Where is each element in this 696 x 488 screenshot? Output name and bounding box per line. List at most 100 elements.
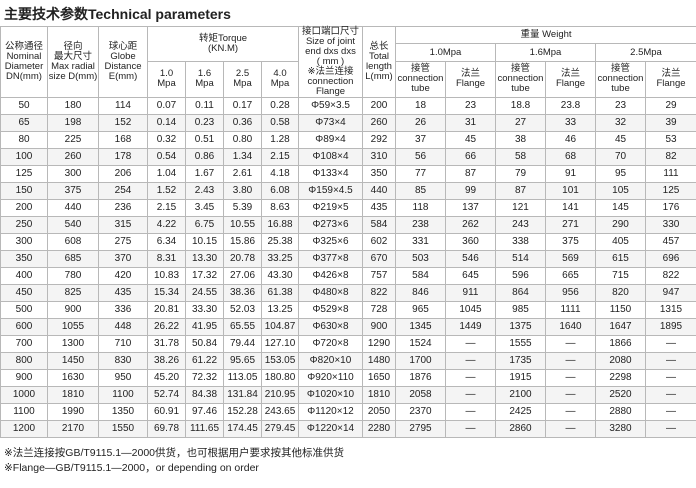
table-cell: 275 (98, 233, 148, 251)
table-row: 400 780 420 10.83 17.32 27.06 43.30 Φ426×8 757 58… (0, 267, 696, 285)
table-cell: 947 (644, 284, 696, 302)
table-cell: 900 (47, 301, 99, 319)
table-cell: 39 (644, 114, 696, 132)
table-cell: 375 (545, 233, 596, 251)
table-cell: 174.45 (223, 420, 262, 438)
table-cell: 200 (0, 199, 48, 217)
table-cell: 33.25 (261, 250, 299, 268)
table-cell: — (644, 386, 696, 404)
table-cell: 20.81 (147, 301, 186, 319)
table-cell: 65.55 (223, 318, 262, 336)
header-line: L(mm) (365, 71, 393, 82)
table-cell: 200 (362, 97, 396, 115)
notes: ※法兰连接按GB/T9115.1—2000供货，也可根据用户要求按其他标准供货 … (4, 446, 344, 476)
table-cell: 1810 (47, 386, 99, 404)
table-cell: 700 (0, 335, 48, 353)
header-line: Flange (315, 86, 346, 97)
table-cell: 1150 (595, 301, 646, 319)
table-cell: 1524 (395, 335, 446, 353)
table-cell: 79 (495, 165, 546, 183)
table-cell: 5.39 (223, 199, 262, 217)
table-cell: 435 (362, 199, 396, 217)
header-line: 接管 (510, 63, 530, 75)
table-cell: 0.14 (147, 114, 186, 132)
table-cell: 15.86 (223, 233, 262, 251)
header-cell: 法兰 Flange (644, 60, 696, 99)
table-cell: 825 (47, 284, 99, 302)
table-cell: Φ920×110 (298, 369, 363, 387)
table-cell: 1.67 (185, 165, 224, 183)
table-cell: 2425 (495, 403, 546, 421)
header-line: Max radial (51, 61, 95, 72)
table-cell: 1876 (395, 369, 446, 387)
table-cell: Φ720×8 (298, 335, 363, 353)
table-cell: 8.31 (147, 250, 186, 268)
table-cell: 1700 (395, 352, 446, 370)
header-line: Diameter (4, 61, 44, 72)
table-cell: 178 (98, 148, 148, 166)
header-cell: 球心距 Globe Distance E(mm) (98, 26, 148, 98)
table-cell: 503 (395, 250, 446, 268)
table-cell: 360 (445, 233, 496, 251)
table-cell: 4.18 (261, 165, 299, 183)
header-line: E(mm) (108, 71, 138, 82)
table-cell: 238 (395, 216, 446, 234)
table-row: 1200 2170 1550 69.78 111.65 174.45 279.45 Φ1220… (0, 420, 696, 438)
table-cell: 1290 (362, 335, 396, 353)
table-cell: Φ73×4 (298, 114, 363, 132)
table-cell: 114 (98, 97, 148, 115)
table-cell: 32 (595, 114, 646, 132)
table-cell: Φ219×5 (298, 199, 363, 217)
table-row: 800 1450 830 38.26 61.22 95.65 153.05 Φ820×10 14… (0, 352, 696, 370)
header-line: size D(mm) (48, 71, 98, 82)
table-cell: 6.34 (147, 233, 186, 251)
table-cell: 2100 (495, 386, 546, 404)
header-cell: 4.0 Mpa (261, 60, 299, 99)
table-cell: 85 (395, 182, 446, 200)
table-cell: 596 (495, 267, 546, 285)
header-line: 2.5 (235, 68, 250, 80)
table-cell: 2298 (595, 369, 646, 387)
table-cell: 87 (495, 182, 546, 200)
table-cell: 569 (545, 250, 596, 268)
header-line: Mpa (233, 78, 252, 90)
table-cell: 292 (362, 131, 396, 149)
table-cell: 243.65 (261, 403, 299, 421)
table-cell: 31 (445, 114, 496, 132)
table-cell: 23 (445, 97, 496, 115)
table-cell: — (445, 386, 496, 404)
table-cell: 800 (0, 352, 48, 370)
table-cell: Φ377×8 (298, 250, 363, 268)
table-cell: 336 (98, 301, 148, 319)
table-cell: 180.80 (261, 369, 299, 387)
table-cell: 225 (47, 131, 99, 149)
table-cell: 830 (98, 352, 148, 370)
table-cell: 121 (495, 199, 546, 217)
table-cell: 780 (47, 267, 99, 285)
header-line: Mpa (270, 78, 290, 90)
table-cell: 331 (395, 233, 446, 251)
table-cell: 118 (395, 199, 446, 217)
table-cell: — (445, 420, 496, 438)
table-cell: 370 (98, 250, 148, 268)
table-cell: Φ1220×14 (298, 420, 363, 438)
table-cell: — (545, 335, 596, 353)
table-cell: 26 (395, 114, 446, 132)
table-row: 50 180 114 0.07 0.11 0.17 0.28 Φ59×3.5 200 18 23 18… (0, 97, 696, 115)
table-cell: — (445, 335, 496, 353)
table-cell: 350 (362, 165, 396, 183)
table-cell: 822 (644, 267, 696, 285)
table-cell: 80 (0, 131, 48, 149)
table-row: 1000 1810 1100 52.74 84.38 131.84 210.95 Φ1020×… (0, 386, 696, 404)
table-cell: 0.11 (185, 97, 224, 115)
table-cell: Φ325×6 (298, 233, 363, 251)
table-cell: 338 (495, 233, 546, 251)
table-cell: — (545, 369, 596, 387)
table-row: 1100 1990 1350 60.91 97.46 152.28 243.65 Φ1120×… (0, 403, 696, 421)
table-cell: 95.65 (223, 352, 262, 370)
table-cell: 95 (595, 165, 646, 183)
header-line: Globe (110, 51, 136, 62)
table-cell: 45 (445, 131, 496, 149)
table-cell: — (545, 386, 596, 404)
